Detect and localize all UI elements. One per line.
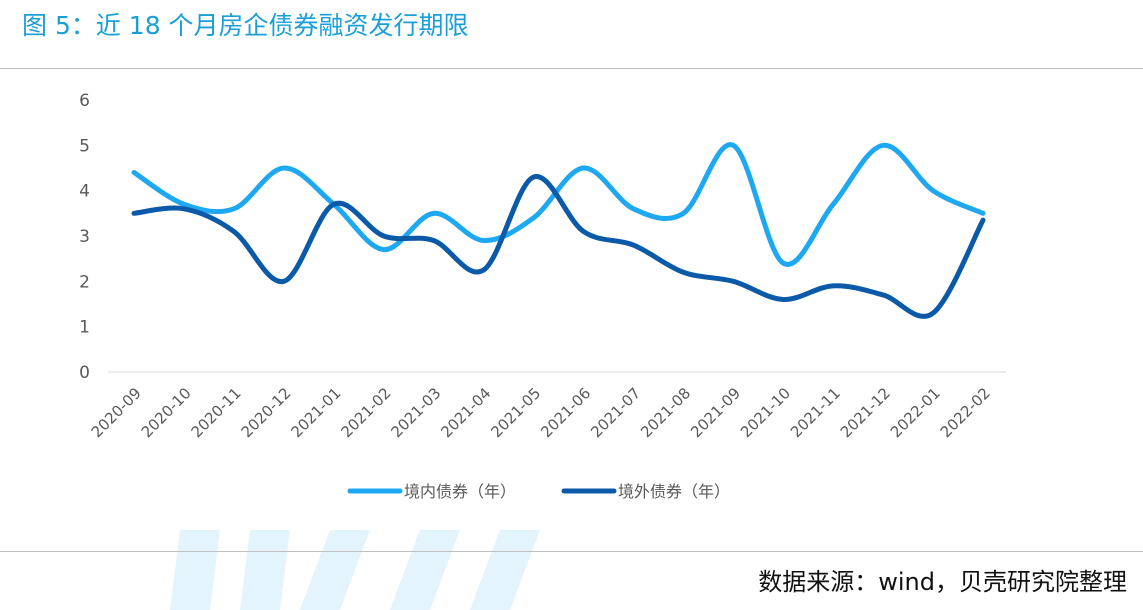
watermark-logo (170, 530, 540, 610)
x-tick-label: 2021-04 (437, 384, 494, 441)
y-axis: 0 1 2 3 4 5 6 (79, 91, 1006, 383)
series-line-overseas (131, 174, 986, 319)
x-tick-label: 2021-08 (637, 384, 694, 441)
y-tick-label: 4 (79, 182, 90, 202)
legend: 境内债券（年） 境外债券（年） (347, 482, 730, 501)
chart-title: 图 5：近 18 个月房企债券融资发行期限 (22, 11, 469, 40)
x-tick-label: 2021-05 (487, 384, 544, 441)
x-tick-label: 2021-10 (737, 384, 794, 441)
watermark-shape (240, 530, 290, 610)
source-note: 数据来源：wind，贝壳研究院整理 (758, 568, 1127, 596)
watermark-shape (390, 530, 460, 610)
x-tick-label: 2020-12 (238, 384, 295, 441)
x-tick-label: 2020-10 (138, 384, 195, 441)
watermark-shape (470, 530, 540, 610)
y-tick-label: 1 (79, 318, 90, 338)
bottom-divider (0, 551, 1143, 552)
y-tick-label: 5 (79, 136, 90, 156)
legend-label: 境外债券（年） (618, 482, 730, 501)
x-tick-label: 2021-12 (837, 384, 894, 441)
x-tick-label: 2021-11 (787, 384, 844, 441)
x-tick-label: 2022-02 (937, 384, 994, 441)
x-axis: 2020-092020-102020-112020-122021-012021-… (88, 384, 994, 441)
x-tick-label: 2021-06 (537, 384, 594, 441)
series-line-domestic (131, 142, 986, 267)
watermark-shape (300, 530, 370, 610)
x-tick-label: 2021-09 (687, 384, 744, 441)
y-tick-label: 3 (79, 227, 90, 247)
x-tick-label: 2021-02 (337, 384, 394, 441)
x-tick-label: 2022-01 (887, 384, 944, 441)
x-tick-label: 2020-11 (188, 384, 245, 441)
watermark-shape (170, 530, 220, 610)
x-tick-label: 2021-01 (288, 384, 345, 441)
y-tick-label: 2 (79, 272, 90, 292)
x-tick-label: 2020-09 (88, 384, 145, 441)
top-divider (0, 68, 1143, 69)
y-tick-label: 6 (79, 91, 90, 111)
x-tick-label: 2021-07 (587, 384, 644, 441)
legend-label: 境内债券（年） (404, 482, 516, 501)
series-lines (131, 142, 986, 319)
x-tick-label: 2021-03 (387, 384, 444, 441)
y-tick-label: 0 (79, 363, 90, 383)
